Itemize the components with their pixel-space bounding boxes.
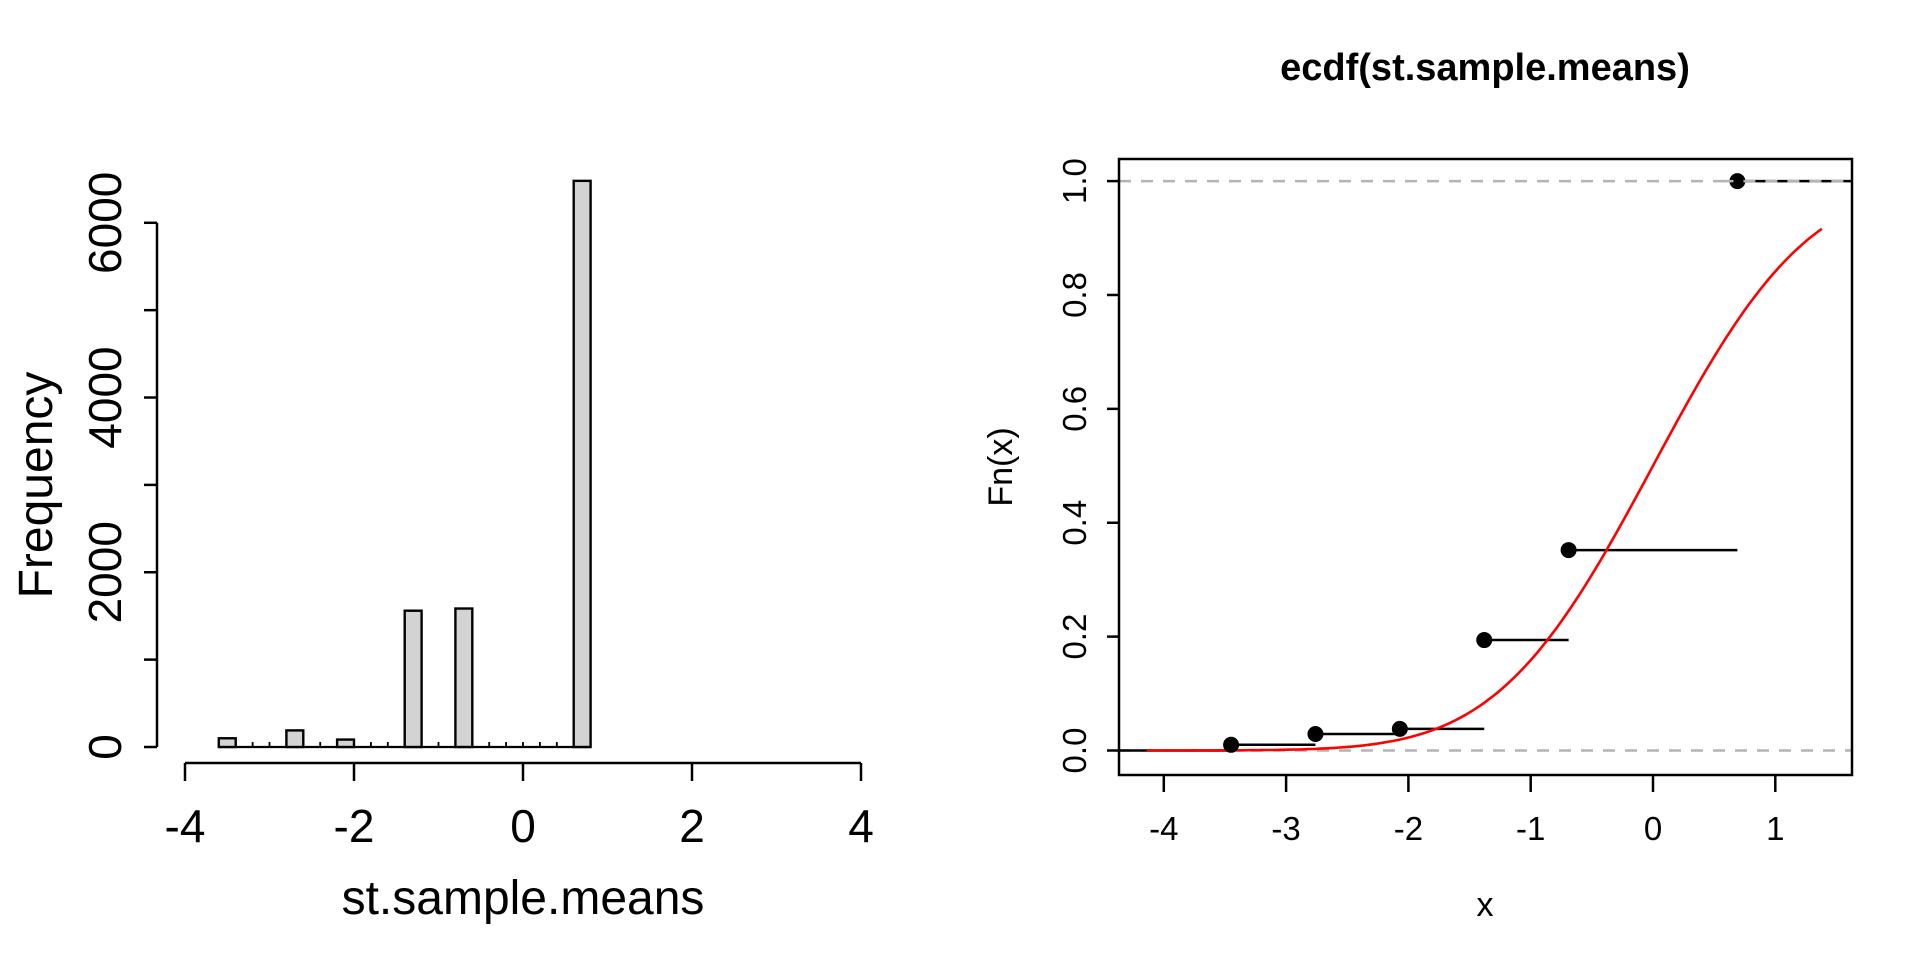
histogram-bar	[572, 179, 592, 749]
histogram-x-tick-label: 0	[510, 800, 536, 852]
ecdf-y-tick-label: 0.4	[1056, 500, 1093, 546]
ecdf-point	[1223, 736, 1240, 753]
ecdf-x-tick-label: 1	[1766, 810, 1784, 847]
histogram-dynamic-layer: 0 2000 4000 6000 -4 -2 0 2 4	[79, 172, 874, 852]
histogram-y-tick-label: 4000	[79, 346, 131, 448]
histogram-x-tick-label: 2	[679, 800, 705, 852]
ecdf-point	[1307, 725, 1324, 742]
histogram-y-tick-label: 0	[79, 734, 131, 760]
ecdf-x-tick-label: -1	[1516, 810, 1545, 847]
ecdf-plot-box	[1117, 157, 1854, 777]
histogram-bar	[285, 729, 305, 749]
ecdf-y-tick-label: 0.2	[1056, 614, 1093, 660]
ecdf-y-tick-label: 0.8	[1056, 272, 1093, 318]
histogram-bar	[217, 737, 237, 749]
ecdf-x-axis-label: x	[1477, 886, 1494, 924]
histogram-x-tick-label: -4	[165, 800, 206, 852]
ecdf-plot: -4 -3 -2 -1 0 1 0.0 0.2 0.4 0.6 0.8 1.0 ecdf(st.sam…	[982, 47, 1854, 924]
ecdf-point	[1729, 173, 1746, 190]
histogram-x-tick-label: -2	[334, 800, 375, 852]
ecdf-y-tick-label: 0.6	[1056, 386, 1093, 432]
ecdf-point	[1476, 632, 1493, 649]
ecdf-dynamic-layer: -4 -3 -2 -1 0 1 0.0 0.2 0.4 0.6 0.8 1.0	[1056, 157, 1854, 847]
ecdf-y-axis-label: Fn(x)	[982, 427, 1020, 506]
histogram-plot: 0 2000 4000 6000 -4 -2 0 2 4 st.sample.means Fre…	[10, 172, 874, 925]
ecdf-point	[1560, 542, 1577, 559]
ecdf-point	[1391, 720, 1408, 737]
ecdf-x-tick-label: -4	[1149, 810, 1178, 847]
ecdf-x-tick-label: -3	[1271, 810, 1300, 847]
ecdf-title: ecdf(st.sample.means)	[1280, 47, 1690, 89]
histogram-y-tick-label: 6000	[79, 172, 131, 274]
histogram-x-tick-label: 4	[848, 800, 874, 852]
histogram-y-tick-label: 2000	[79, 521, 131, 623]
ecdf-y-tick-label: 0.0	[1056, 728, 1093, 774]
histogram-bar	[454, 607, 474, 749]
histogram-bar	[403, 609, 423, 749]
ecdf-x-tick-label: -2	[1394, 810, 1423, 847]
histogram-x-axis-label: st.sample.means	[342, 872, 705, 925]
ecdf-x-tick-label: 0	[1644, 810, 1662, 847]
histogram-y-axis-label: Frequency	[10, 372, 63, 599]
histogram-bar	[335, 738, 356, 749]
ecdf-y-tick-label: 1.0	[1056, 158, 1093, 204]
normal-cdf-curve	[1146, 227, 1823, 752]
